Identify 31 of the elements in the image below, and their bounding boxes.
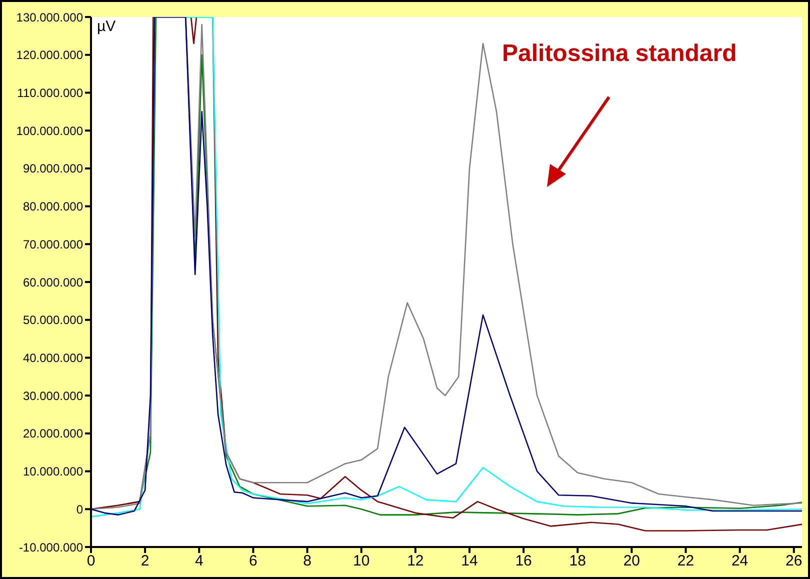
- x-tick-label: 10: [353, 552, 370, 570]
- x-tick-label: 16: [515, 552, 532, 570]
- x-tick-label: 14: [461, 552, 478, 570]
- y-tick-label: 110.000.000: [17, 86, 84, 100]
- x-tick-label: 0: [86, 552, 96, 570]
- x-tick-label: 6: [249, 552, 258, 570]
- x-tick-label: 18: [569, 552, 586, 570]
- y-tick-label: 50.000.000: [22, 313, 84, 328]
- annotation: Palitossina standard: [502, 40, 737, 68]
- x-tick-label: 4: [194, 552, 204, 570]
- y-tick-label: 60.000.000: [22, 275, 84, 290]
- y-tick-label: 30.000.000: [22, 388, 84, 403]
- y-tick-label: 0: [76, 502, 84, 516]
- y-tick-label: 90.000.000: [22, 162, 84, 176]
- y-tick-label: 40.000.000: [22, 350, 84, 365]
- y-axis-title: µV: [97, 18, 116, 35]
- y-tick-label: 80.000.000: [22, 200, 84, 214]
- y-tick-label: 70.000.000: [22, 237, 84, 252]
- y-tick-label: 100.000.000: [16, 124, 84, 138]
- y-tick-label: 130.000.000: [16, 10, 84, 24]
- y-tick-label: 10.000.000: [22, 464, 84, 479]
- x-tick-label: 2: [140, 552, 150, 570]
- x-tick-label: 22: [677, 552, 694, 570]
- y-tick-label: 120.000.000: [16, 48, 84, 62]
- x-tick-label: 24: [731, 552, 748, 570]
- x-tick-label: 20: [623, 552, 640, 570]
- x-tick-label: 26: [786, 552, 802, 570]
- y-tick-label: 20.000.000: [22, 426, 84, 441]
- y-tick-label: -10.000.000: [18, 540, 84, 554]
- x-tick-label: 12: [407, 552, 424, 570]
- x-tick-label: 8: [303, 552, 312, 570]
